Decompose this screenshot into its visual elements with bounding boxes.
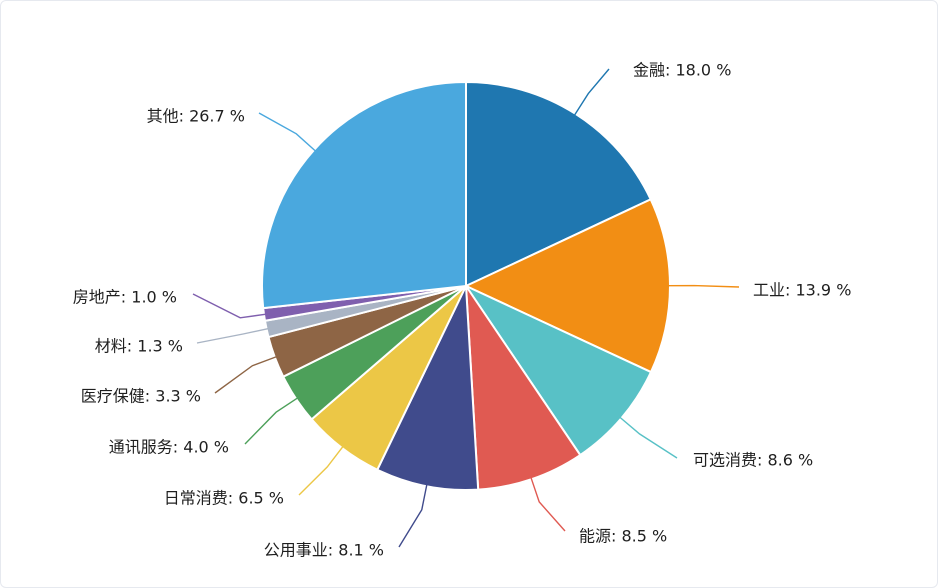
leader-line-4 <box>530 477 566 532</box>
leader-lines-layer <box>192 68 740 548</box>
slices-layer <box>261 80 671 492</box>
slice-label-1: 金融: 18.0 % <box>633 61 731 80</box>
leader-line-5 <box>398 484 428 548</box>
slice-label-6: 日常消费: 6.5 % <box>164 489 284 508</box>
slice-label-5: 公用事业: 8.1 % <box>264 541 384 560</box>
leader-line-8 <box>214 355 277 394</box>
leader-line-2 <box>667 284 740 288</box>
slice-label-10: 房地产: 1.0 % <box>73 288 177 307</box>
slice-label-3: 可选消费: 8.6 % <box>693 451 813 470</box>
leader-line-7 <box>244 397 299 445</box>
leader-line-6 <box>298 445 344 496</box>
leader-line-9 <box>196 327 269 344</box>
slice-label-2: 工业: 13.9 % <box>753 281 851 300</box>
pie-slice-11 <box>261 80 467 310</box>
slice-label-4: 能源: 8.5 % <box>579 527 667 546</box>
slice-label-7: 通讯服务: 4.0 % <box>109 438 229 457</box>
leader-line-10 <box>192 293 267 319</box>
slice-label-9: 材料: 1.3 % <box>95 337 183 356</box>
leader-line-3 <box>619 416 678 459</box>
slice-label-8: 医疗保健: 3.3 % <box>81 387 201 406</box>
labels-layer: 金融: 18.0 % 工业: 13.9 % 可选消费: 8.6 % 能源: 8.5 %… <box>73 61 852 560</box>
leader-line-11 <box>258 112 317 152</box>
leader-line-1 <box>573 68 610 116</box>
slice-label-11: 其他: 26.7 % <box>147 107 245 126</box>
